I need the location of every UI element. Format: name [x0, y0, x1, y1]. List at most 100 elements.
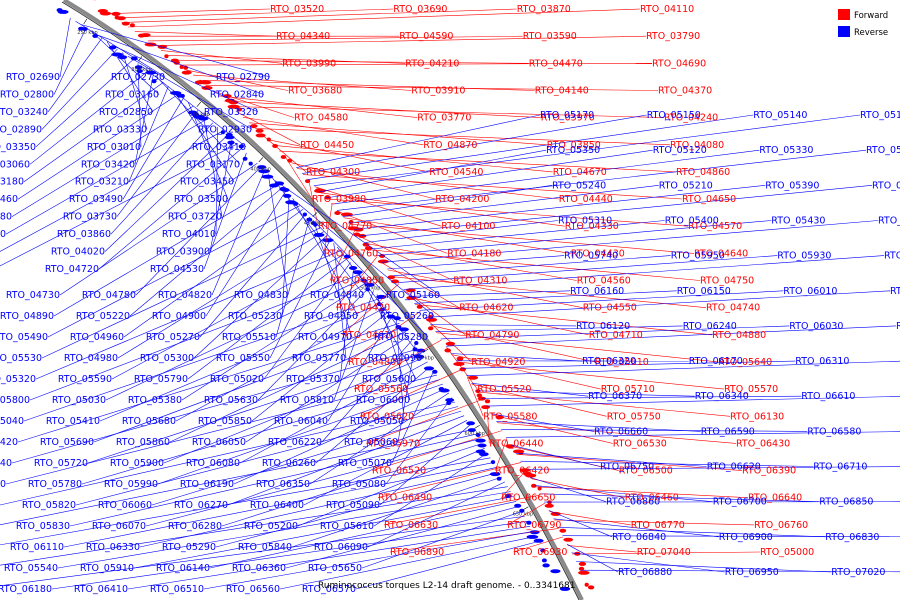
reverse-gene-label: RTO_06320: [582, 356, 636, 367]
legend-reverse-label: Reverse: [854, 28, 888, 38]
forward-gene-glyph: [236, 107, 242, 112]
reverse-gene-leader-line: [69, 433, 476, 527]
forward-gene-label: RTO_04620: [459, 303, 513, 314]
reverse-gene-leader-line: [461, 360, 796, 369]
reverse-gene-leader-line: [47, 38, 103, 113]
forward-gene-label: RTO_04200: [435, 194, 489, 205]
reverse-gene-label: RTO_05250: [866, 145, 900, 156]
forward-gene-label: RTO_04790: [465, 330, 519, 341]
scale-tick-mark: [523, 506, 529, 510]
forward-gene-leader-line: [349, 223, 695, 254]
reverse-gene-label: RTO_06160: [570, 286, 624, 297]
reverse-gene-label: RTO_03160: [105, 90, 159, 101]
reverse-gene-label: RTO_02730: [111, 72, 165, 83]
forward-gene-label: RTO_04330: [565, 221, 619, 232]
reverse-gene-label: RTO_06710: [813, 462, 867, 473]
forward-gene-glyph: [129, 23, 135, 28]
forward-gene-leader-line: [242, 117, 424, 146]
reverse-gene-label: RTO_06900: [719, 532, 773, 543]
reverse-gene-leader-line: [339, 266, 355, 380]
reverse-gene-label: RTO_02800: [0, 90, 54, 101]
reverse-gene-leader-line: [157, 383, 444, 485]
reverse-gene-glyph: [261, 174, 274, 179]
reverse-gene-leader-line: [23, 82, 164, 182]
reverse-gene-leader-line: [105, 277, 364, 401]
reverse-gene-leader-line: [173, 90, 235, 182]
reverse-gene-label: RTO_03500: [174, 194, 228, 205]
forward-gene-leader-line: [365, 243, 577, 281]
reverse-gene-label: RTO_06220: [268, 437, 322, 448]
reverse-gene-leader-line: [309, 392, 450, 485]
forward-gene-glyph: [250, 124, 258, 129]
forward-gene-leader-line: [285, 156, 313, 200]
reverse-gene-glyph: [361, 278, 368, 283]
scale-tick-label: 650 kbp: [513, 512, 533, 518]
reverse-gene-glyph: [490, 460, 496, 465]
reverse-gene-leader-line: [331, 149, 760, 205]
reverse-gene-leader-line: [47, 205, 300, 338]
reverse-gene-leader-line: [53, 27, 87, 95]
reverse-gene-leader-line: [281, 194, 290, 317]
reverse-gene-leader-line: [23, 298, 381, 422]
reverse-gene-label: RTO_05330: [759, 145, 813, 156]
reverse-gene-leader-line: [353, 185, 766, 230]
forward-gene-glyph: [537, 486, 542, 491]
forward-gene-leader-line: [335, 256, 378, 308]
forward-gene-leader-line: [314, 186, 442, 227]
reverse-gene-label: RTO_04830: [234, 290, 288, 301]
forward-gene-label: RTO_04880: [712, 330, 766, 341]
reverse-gene-label: RTO_06070: [92, 521, 146, 532]
reverse-gene-label: RTO_06750: [600, 462, 654, 473]
forward-gene-leader-line: [553, 519, 755, 526]
reverse-gene-leader-line: [414, 290, 677, 304]
forward-gene-leader-line: [147, 35, 523, 42]
reverse-gene-leader-line: [117, 231, 324, 359]
forward-gene-glyph: [255, 128, 264, 133]
forward-gene-leader-line: [486, 407, 490, 444]
forward-gene-label: RTO_06490: [378, 493, 432, 504]
reverse-gene-leader-line: [557, 527, 826, 538]
reverse-gene-leader-line: [233, 388, 447, 485]
forward-gene-label: RTO_04690: [652, 58, 706, 69]
forward-gene-leader-line: [192, 74, 412, 91]
reverse-gene-leader-line: [279, 536, 536, 590]
forward-gene-label: RTO_06500: [619, 466, 673, 477]
forward-gene-label: RTO_06130: [730, 411, 784, 422]
forward-gene-label: RTO_03870: [517, 4, 571, 15]
forward-gene-label: RTO_03980: [312, 194, 366, 205]
reverse-gene-label: RTO_05400: [665, 216, 719, 227]
reverse-gene-leader-line: [496, 421, 701, 432]
reverse-gene-label: RTO_05080: [332, 479, 386, 490]
reverse-gene-glyph: [248, 161, 253, 166]
reverse-gene-leader-line: [5, 118, 209, 235]
forward-gene-glyph: [200, 80, 212, 85]
reverse-gene-label: RTO_05630: [204, 395, 258, 406]
reverse-gene-label: RTO_06060: [98, 500, 152, 511]
reverse-gene-leader-line: [181, 281, 368, 401]
reverse-gene-leader-line: [137, 63, 142, 147]
reverse-gene-label: RTO_05820: [22, 500, 76, 511]
forward-gene-leader-line: [134, 31, 277, 37]
reverse-gene-leader-line: [163, 357, 425, 464]
reverse-gene-label: RTO_05810: [280, 395, 334, 406]
reverse-gene-label: RTO_06840: [612, 532, 666, 543]
reverse-gene-leader-line: [215, 471, 500, 548]
scale-tick-label: 350 kbp: [189, 112, 209, 118]
reverse-gene-glyph: [322, 238, 334, 243]
forward-gene-label: RTO_04370: [658, 86, 712, 97]
reverse-gene-leader-line: [112, 45, 259, 113]
reverse-gene-label: RTO_06350: [256, 479, 310, 490]
forward-gene-glyph: [468, 375, 479, 380]
reverse-gene-leader-line: [0, 516, 525, 587]
reverse-gene-label: RTO_04720: [45, 264, 99, 275]
reverse-gene-leader-line: [424, 290, 891, 318]
reverse-gene-glyph: [352, 270, 363, 275]
scale-tick-mark: [423, 348, 429, 353]
forward-gene-glyph: [266, 137, 271, 142]
forward-gene-leader-line: [388, 269, 583, 308]
scale-tick-mark: [258, 157, 264, 163]
reverse-gene-label: RTO_05840: [238, 542, 292, 553]
forward-gene-label: RTO_04870: [423, 140, 477, 151]
reverse-gene-glyph: [542, 563, 550, 568]
forward-gene-glyph: [578, 570, 590, 575]
